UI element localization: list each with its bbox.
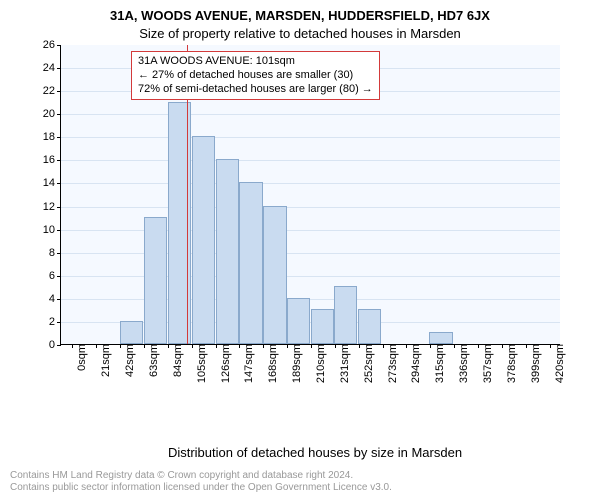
y-tick-label: 14 [43,177,61,189]
grid-line [61,183,560,184]
x-tick-label: 84sqm [168,344,184,377]
x-tick-label: 21sqm [96,344,112,377]
x-tick-label: 42sqm [120,344,136,377]
grid-line [61,207,560,208]
annotation-box: 31A WOODS AVENUE: 101sqm← 27% of detache… [131,51,380,100]
grid-line [61,253,560,254]
histogram-bar [429,332,452,344]
y-tick-label: 20 [43,108,61,120]
histogram-bar [263,206,286,344]
histogram-bar [239,182,262,344]
x-tick-label: 420sqm [550,344,566,383]
x-tick-label: 357sqm [478,344,494,383]
x-tick-label: 399sqm [526,344,542,383]
x-tick-label: 168sqm [263,344,279,383]
y-tick-label: 8 [49,247,61,259]
annotation-line: 72% of semi-detached houses are larger (… [138,83,373,97]
plot-area: 024681012141618202224260sqm21sqm42sqm63s… [60,45,560,345]
grid-line [61,230,560,231]
x-tick-label: 126sqm [216,344,232,383]
chart-title-main: 31A, WOODS AVENUE, MARSDEN, HUDDERSFIELD… [0,8,600,23]
x-tick-label: 273sqm [383,344,399,383]
x-tick-label: 294sqm [406,344,422,383]
annotation-line: ← 27% of detached houses are smaller (30… [138,69,373,83]
histogram-bar [120,321,143,344]
y-tick-label: 10 [43,224,61,236]
histogram-bar [311,309,334,344]
chart-title-sub: Size of property relative to detached ho… [0,26,600,41]
histogram-bar [192,136,215,344]
annotation-line: 31A WOODS AVENUE: 101sqm [138,55,373,69]
grid-line [61,276,560,277]
y-tick-label: 22 [43,85,61,97]
y-tick-label: 12 [43,201,61,213]
y-tick-label: 18 [43,131,61,143]
grid-line [61,299,560,300]
footer-line-2: Contains public sector information licen… [10,482,392,494]
x-axis-label: Distribution of detached houses by size … [60,445,570,460]
attribution-footer: Contains HM Land Registry data © Crown c… [10,470,392,494]
footer-line-1: Contains HM Land Registry data © Crown c… [10,470,392,482]
x-tick-label: 189sqm [287,344,303,383]
y-tick-label: 24 [43,62,61,74]
histogram-bar [144,217,167,344]
histogram-bar [358,309,381,344]
y-tick-label: 0 [49,339,61,351]
grid-line [61,114,560,115]
x-tick-label: 210sqm [311,344,327,383]
y-tick-label: 4 [49,293,61,305]
chart-container: 024681012141618202224260sqm21sqm42sqm63s… [60,45,570,405]
histogram-bar [216,159,239,344]
x-tick-label: 252sqm [359,344,375,383]
grid-line [61,137,560,138]
x-tick-label: 231sqm [335,344,351,383]
x-tick-label: 378sqm [502,344,518,383]
grid-line [61,160,560,161]
x-tick-label: 0sqm [72,344,88,371]
y-tick-label: 6 [49,270,61,282]
y-tick-label: 26 [43,39,61,51]
x-tick-label: 147sqm [239,344,255,383]
x-tick-label: 105sqm [192,344,208,383]
x-tick-label: 336sqm [454,344,470,383]
y-tick-label: 2 [49,316,61,328]
x-tick-label: 315sqm [430,344,446,383]
histogram-bar [287,298,310,344]
x-tick-label: 63sqm [144,344,160,377]
histogram-bar [334,286,357,344]
y-tick-label: 16 [43,154,61,166]
